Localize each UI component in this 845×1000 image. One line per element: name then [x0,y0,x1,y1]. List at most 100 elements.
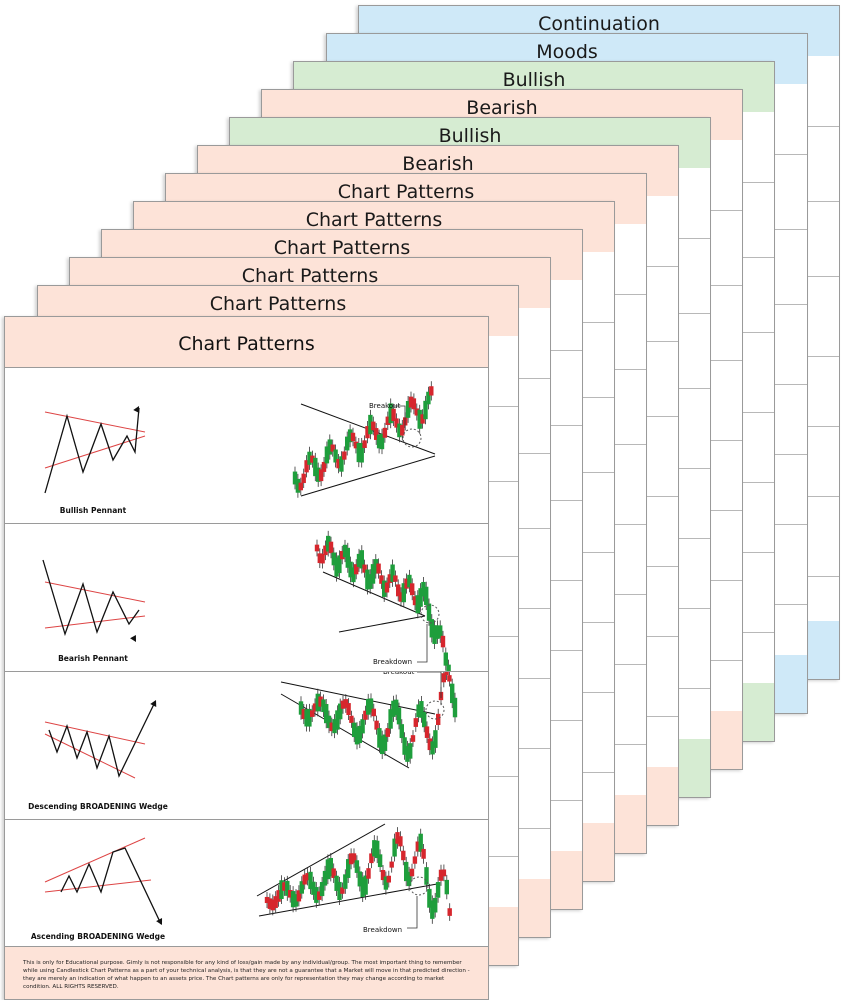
candle-body [391,408,396,421]
candle-body [379,575,384,584]
candle-body [312,703,318,712]
row-divider [490,608,550,609]
candle-body [374,720,379,730]
candle-body [302,874,307,885]
row-divider [586,369,646,370]
lower-trendline [258,883,438,917]
candle-body [304,460,309,473]
row-divider [554,772,614,773]
chart-annotation: Breakdown [363,926,402,934]
candle-body [447,675,452,682]
candle-body [382,580,387,597]
candle-body [363,875,368,895]
row-divider [747,154,807,155]
row-divider [554,397,614,398]
candle-body [399,724,404,739]
candle-body [405,745,410,762]
candle-body [279,880,284,900]
candle-body [334,557,339,577]
row-divider [618,266,678,267]
row-divider [779,276,839,277]
candle-body [321,461,327,472]
candle-body [412,856,418,864]
candle-body [328,857,333,877]
candle-body [396,707,402,725]
candle-body [376,563,381,574]
candle-body [410,735,416,742]
row-divider [522,425,582,426]
breakdown-circle [420,604,440,624]
row-divider [650,313,710,314]
candle-body [377,728,382,748]
candle-body [357,725,362,744]
upper-trendline [44,581,146,603]
row-divider [682,660,742,661]
candle-body [366,698,371,715]
candle-body [314,887,319,903]
row-divider [522,720,582,721]
row-divider [522,500,582,501]
candle-body [325,859,331,880]
annotation-leader [417,672,442,698]
candle-body [335,710,340,730]
candle-body [296,890,302,902]
candle-body [308,871,313,890]
row-divider [618,566,678,567]
candle-body [310,455,315,463]
front-sheet[interactable]: Chart Patterns Breakout Bullish Pennant … [4,316,489,1000]
candle-body [415,595,420,614]
annotation-leader [395,405,406,428]
row-divider [586,594,646,595]
candle-body [299,881,304,894]
candle-body [326,535,331,552]
candle-body [362,440,367,449]
candle-body [352,722,357,738]
pattern-panel-descending-broadening-wedge[interactable]: Breakout Descending BROADENING Wedge [5,671,488,820]
lower-trendline [300,455,436,497]
candle-body [429,619,434,638]
candle-body [349,715,354,723]
candle-body [390,564,395,582]
candle-body [366,868,371,879]
candle-body [354,860,360,873]
candle-body [354,564,359,575]
row-divider [779,126,839,127]
candle-body [398,592,404,602]
candle-body [380,869,386,881]
row-divider [747,304,807,305]
row-divider [714,482,774,483]
candle-body [408,743,413,759]
row-divider [747,384,807,385]
chart-annotation: Breakout [383,672,415,676]
candle-body [264,896,270,904]
candle-body [382,427,388,438]
pattern-panel-bullish-pennant[interactable]: Breakout Bullish Pennant [5,367,488,524]
candle-body [351,567,356,583]
candle-body [400,424,405,436]
row-divider [618,341,678,342]
candle-body [310,710,315,717]
candle-body [298,701,304,715]
row-divider [554,622,614,623]
row-divider [747,229,807,230]
candle-body [337,555,342,574]
price-path [60,847,162,925]
candle-body [326,715,332,729]
candle-body [438,869,444,881]
candle-body [305,873,310,881]
candle-body [332,719,337,734]
candle-body [320,553,325,564]
candle-body [373,559,378,574]
row-divider [714,257,774,258]
row-divider [650,238,710,239]
candle-body [351,853,357,863]
candle-body [389,861,394,868]
candle-body [422,711,427,728]
descending-broadening-wedge-illustration: Breakout [44,672,458,779]
pattern-panel-ascending-broadening-wedge[interactable]: Breakdown Ascending BROADENING Wedge [5,819,488,948]
candle-body [301,473,306,484]
candle-body [360,719,365,734]
pattern-panel-bearish-pennant[interactable]: Breakdown Bearish Pennant [5,523,488,672]
candle-body [368,414,373,435]
ascending-broadening-wedge-illustration: Breakdown [44,823,452,934]
